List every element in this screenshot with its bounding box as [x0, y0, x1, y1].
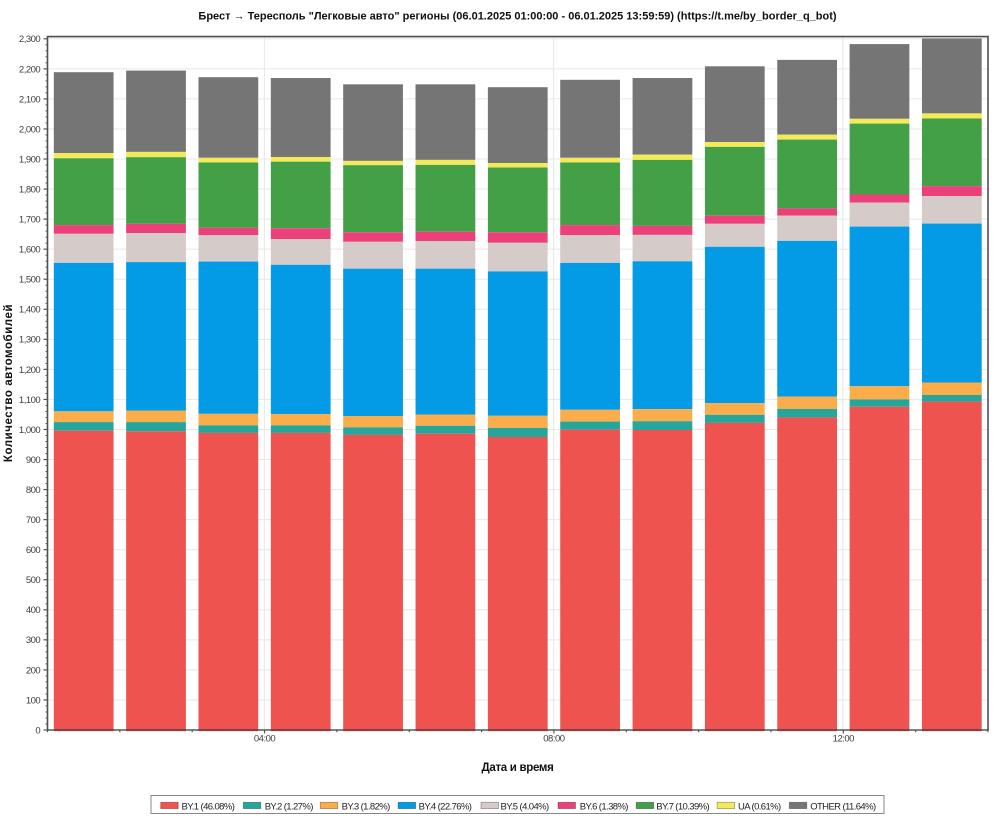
svg-text:1,900: 1,900: [19, 154, 40, 165]
svg-text:200: 200: [26, 665, 41, 676]
svg-text:04:00: 04:00: [254, 734, 275, 745]
svg-text:2,000: 2,000: [19, 124, 40, 135]
svg-text:1,800: 1,800: [19, 184, 40, 195]
svg-text:BY.5 (4.04%): BY.5 (4.04%): [501, 801, 550, 812]
svg-text:800: 800: [26, 485, 41, 496]
svg-text:OTHER (11.64%): OTHER (11.64%): [810, 801, 876, 812]
svg-text:Дата и время: Дата и время: [481, 762, 553, 774]
svg-text:2,200: 2,200: [19, 64, 40, 75]
svg-text:100: 100: [26, 695, 41, 706]
svg-text:1,700: 1,700: [19, 215, 40, 226]
svg-text:08:00: 08:00: [543, 734, 564, 745]
svg-text:1,300: 1,300: [19, 335, 40, 346]
svg-text:900: 900: [26, 455, 41, 466]
svg-text:300: 300: [26, 635, 41, 646]
svg-text:1,000: 1,000: [19, 425, 40, 436]
svg-text:BY.6 (1.38%): BY.6 (1.38%): [580, 801, 629, 812]
svg-text:BY.3 (1.82%): BY.3 (1.82%): [342, 801, 391, 812]
svg-text:1,400: 1,400: [19, 305, 40, 316]
svg-text:BY.4 (22.76%): BY.4 (22.76%): [419, 801, 472, 812]
svg-text:1,500: 1,500: [19, 275, 40, 286]
svg-text:Количество автомобилей: Количество автомобилей: [3, 304, 15, 462]
svg-text:Брест → Тересполь "Легковые: Брест → Тересполь "Легковые авто" регион…: [198, 11, 836, 23]
svg-text:12:00: 12:00: [833, 734, 854, 745]
svg-text:2,300: 2,300: [19, 34, 40, 45]
svg-text:600: 600: [26, 545, 41, 556]
svg-text:1,600: 1,600: [19, 245, 40, 256]
svg-text:700: 700: [26, 515, 41, 526]
svg-text:500: 500: [26, 575, 41, 586]
svg-text:400: 400: [26, 605, 41, 616]
svg-text:1,100: 1,100: [19, 395, 40, 406]
svg-text:2,100: 2,100: [19, 94, 40, 105]
svg-text:0: 0: [35, 725, 40, 736]
svg-text:BY.1 (46.08%): BY.1 (46.08%): [182, 801, 235, 812]
svg-text:UA (0.61%): UA (0.61%): [738, 801, 781, 812]
svg-text:BY.2 (1.27%): BY.2 (1.27%): [265, 801, 314, 812]
svg-text:1,200: 1,200: [19, 365, 40, 376]
svg-text:BY.7 (10.39%): BY.7 (10.39%): [656, 801, 709, 812]
